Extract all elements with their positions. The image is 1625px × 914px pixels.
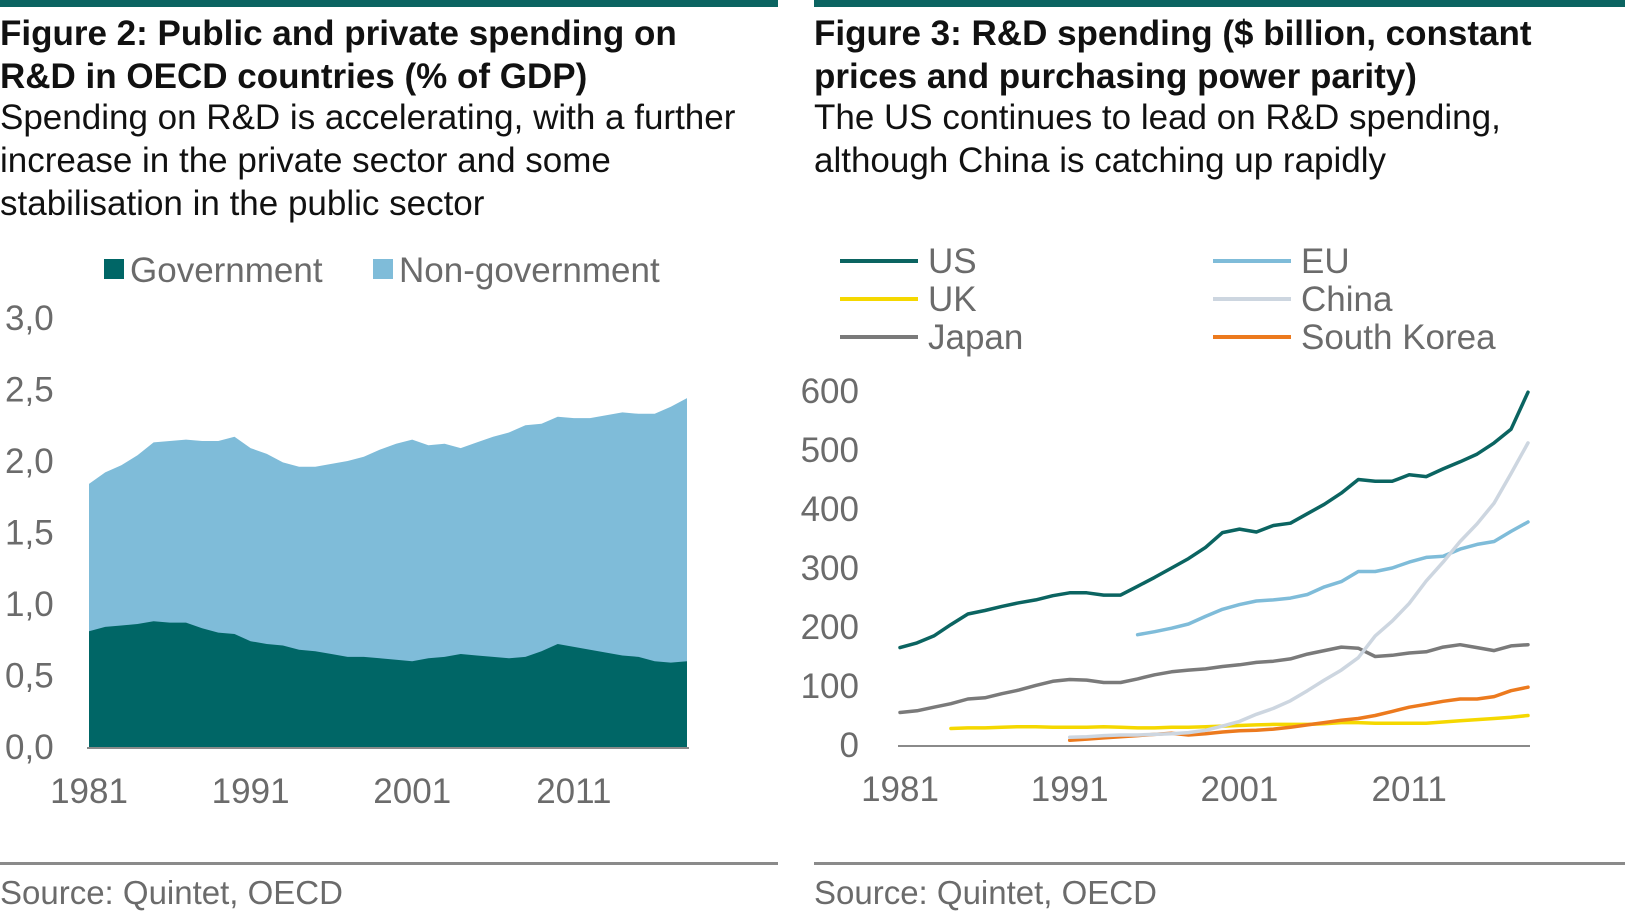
series-line-us — [898, 390, 1530, 650]
right-figure-panel: Figure 3: R&D spending ($ billion, const… — [801, 0, 1625, 914]
x-tick-label-2001: 2001 — [1201, 770, 1279, 809]
x-tick-label-1981: 1981 — [50, 772, 128, 811]
top-rule-left — [0, 0, 778, 7]
y-tick-label-400: 400 — [801, 490, 859, 529]
legend-label-us: US — [928, 242, 977, 281]
y-tick-label-1-0: 1,0 — [5, 585, 54, 624]
legend-label-eu: EU — [1301, 242, 1350, 281]
left-figure-panel: Figure 2: Public and private spending on… — [0, 0, 780, 914]
figure2-area-chart: 0,0 0,5 1,0 1,5 2,0 2,5 3,0 1981 1991 2001 2011 Gov… — [5, 251, 689, 811]
legend-label-uk: UK — [928, 280, 977, 319]
legend-swatch-non-government — [373, 259, 393, 279]
figure3-subtitle: The US continues to lead on R&D spending… — [814, 98, 1501, 180]
figure3-title: Figure 3: R&D spending ($ billion, const… — [814, 14, 1532, 96]
x-tick-label-1991: 1991 — [1031, 770, 1109, 809]
bottom-rule-left — [0, 862, 778, 865]
legend-label-south-korea: South Korea — [1301, 318, 1496, 357]
y-tick-label-0-5: 0,5 — [5, 657, 54, 696]
y-tick-label-500: 500 — [801, 431, 859, 470]
x-tick-label-2001: 2001 — [373, 772, 451, 811]
series-line-eu — [1135, 520, 1530, 637]
figure2-title: Figure 2: Public and private spending on… — [0, 14, 677, 96]
x-tick-label-2011: 2011 — [536, 772, 611, 811]
series-line-japan — [898, 642, 1530, 715]
y-tick-label-3-0: 3,0 — [5, 299, 54, 338]
x-tick-label-2011: 2011 — [1372, 770, 1447, 809]
y-tick-label-0-0: 0,0 — [5, 728, 54, 767]
y-tick-label-2-5: 2,5 — [5, 371, 54, 410]
y-tick-label-100: 100 — [801, 667, 859, 706]
legend-label-china: China — [1301, 280, 1393, 319]
y-tick-label-200: 200 — [801, 608, 859, 647]
legend-label-japan: Japan — [928, 318, 1023, 357]
legend-swatch-government — [104, 259, 124, 279]
bottom-rule-right — [814, 862, 1625, 865]
y-tick-label-1-5: 1,5 — [5, 514, 54, 553]
series-line-uk — [949, 713, 1530, 731]
figure3-source: Source: Quintet, OECD — [814, 874, 1157, 911]
legend-label-government: Government — [130, 251, 323, 290]
y-tick-label-0: 0 — [840, 726, 859, 765]
x-tick-label-1991: 1991 — [212, 772, 290, 811]
figure3-line-chart: 0 100 200 300 400 500 600 1981 1991 2001 2011 US EU U… — [801, 242, 1530, 809]
area-government — [89, 621, 687, 747]
top-rule-right — [814, 0, 1625, 7]
x-tick-label-1981: 1981 — [861, 770, 939, 809]
y-tick-label-2-0: 2,0 — [5, 442, 54, 481]
legend-label-non-government: Non-government — [399, 251, 660, 290]
series-line-china — [1067, 441, 1530, 740]
y-tick-label-300: 300 — [801, 549, 859, 588]
figure2-source: Source: Quintet, OECD — [0, 874, 343, 911]
figure2-subtitle: Spending on R&D is accelerating, with a … — [0, 98, 736, 223]
y-tick-label-600: 600 — [801, 372, 859, 411]
